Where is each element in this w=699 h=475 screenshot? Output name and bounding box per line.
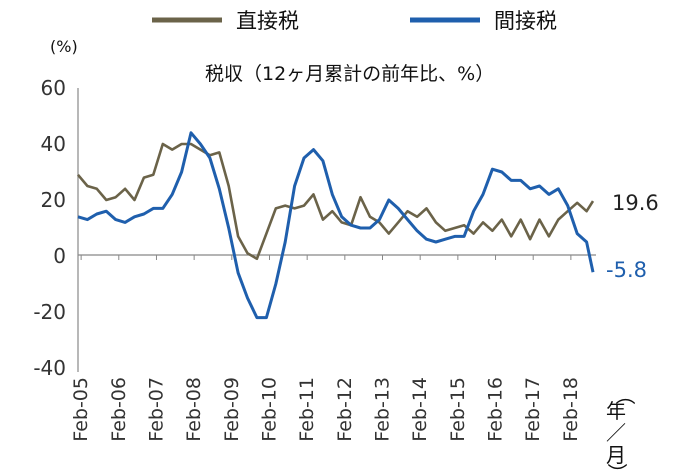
x-tick-label: Feb-11 — [296, 377, 318, 442]
x-tick-label: Feb-17 — [522, 377, 544, 442]
y-tick-label: 20 — [41, 188, 66, 212]
y-tick-label: -40 — [33, 356, 66, 380]
end-label-direct-tax: 19.6 — [612, 191, 659, 215]
period-month: 月 — [606, 443, 626, 467]
y-tick-label: 0 — [53, 244, 66, 268]
x-tick-label: Feb-15 — [447, 377, 469, 442]
x-tick-label: Feb-12 — [334, 377, 356, 442]
period-label: （ 年 ／ 月 ） — [605, 385, 637, 475]
x-tick-label: Feb-13 — [372, 377, 394, 442]
series-line-direct-tax — [77, 142, 595, 261]
x-tick-label: Feb-18 — [560, 377, 582, 442]
series-line-indirect-tax — [77, 131, 595, 320]
unit-label: (%) — [50, 37, 78, 56]
end-label-indirect-tax: -5.8 — [606, 258, 647, 282]
x-tick-label: Feb-09 — [221, 377, 243, 442]
x-tick-label: Feb-06 — [108, 377, 130, 442]
x-tick-label: Feb-10 — [258, 377, 280, 442]
period-slash: ／ — [606, 421, 626, 445]
x-tick-label: Feb-14 — [409, 377, 431, 442]
period-year: 年 — [606, 399, 626, 423]
y-tick-label: -20 — [33, 300, 66, 324]
period-paren-open: （ — [613, 385, 637, 405]
x-tick-label: Feb-08 — [183, 377, 205, 442]
period-paren-close: ） — [605, 463, 629, 475]
legend: 直接税 間接税 — [152, 9, 557, 33]
x-tick-label: Feb-05 — [70, 377, 92, 442]
x-tick-label: Feb-16 — [485, 377, 507, 442]
x-axis-ticks: Feb-05 Feb-06 Feb-07 Feb-08 Feb-09 Feb-10 Feb-… — [70, 255, 582, 442]
chart-title: 税収（12ヶ月累計の前年比、%） — [205, 63, 494, 85]
y-axis-ticks: 60 40 20 0 -20 -40 — [33, 76, 66, 380]
legend-label-indirect-tax: 間接税 — [494, 9, 557, 33]
series-lines — [77, 131, 595, 320]
x-tick-label: Feb-07 — [145, 377, 167, 442]
legend-label-direct-tax: 直接税 — [236, 9, 299, 33]
y-tick-label: 60 — [41, 76, 66, 100]
y-tick-label: 40 — [41, 132, 66, 156]
